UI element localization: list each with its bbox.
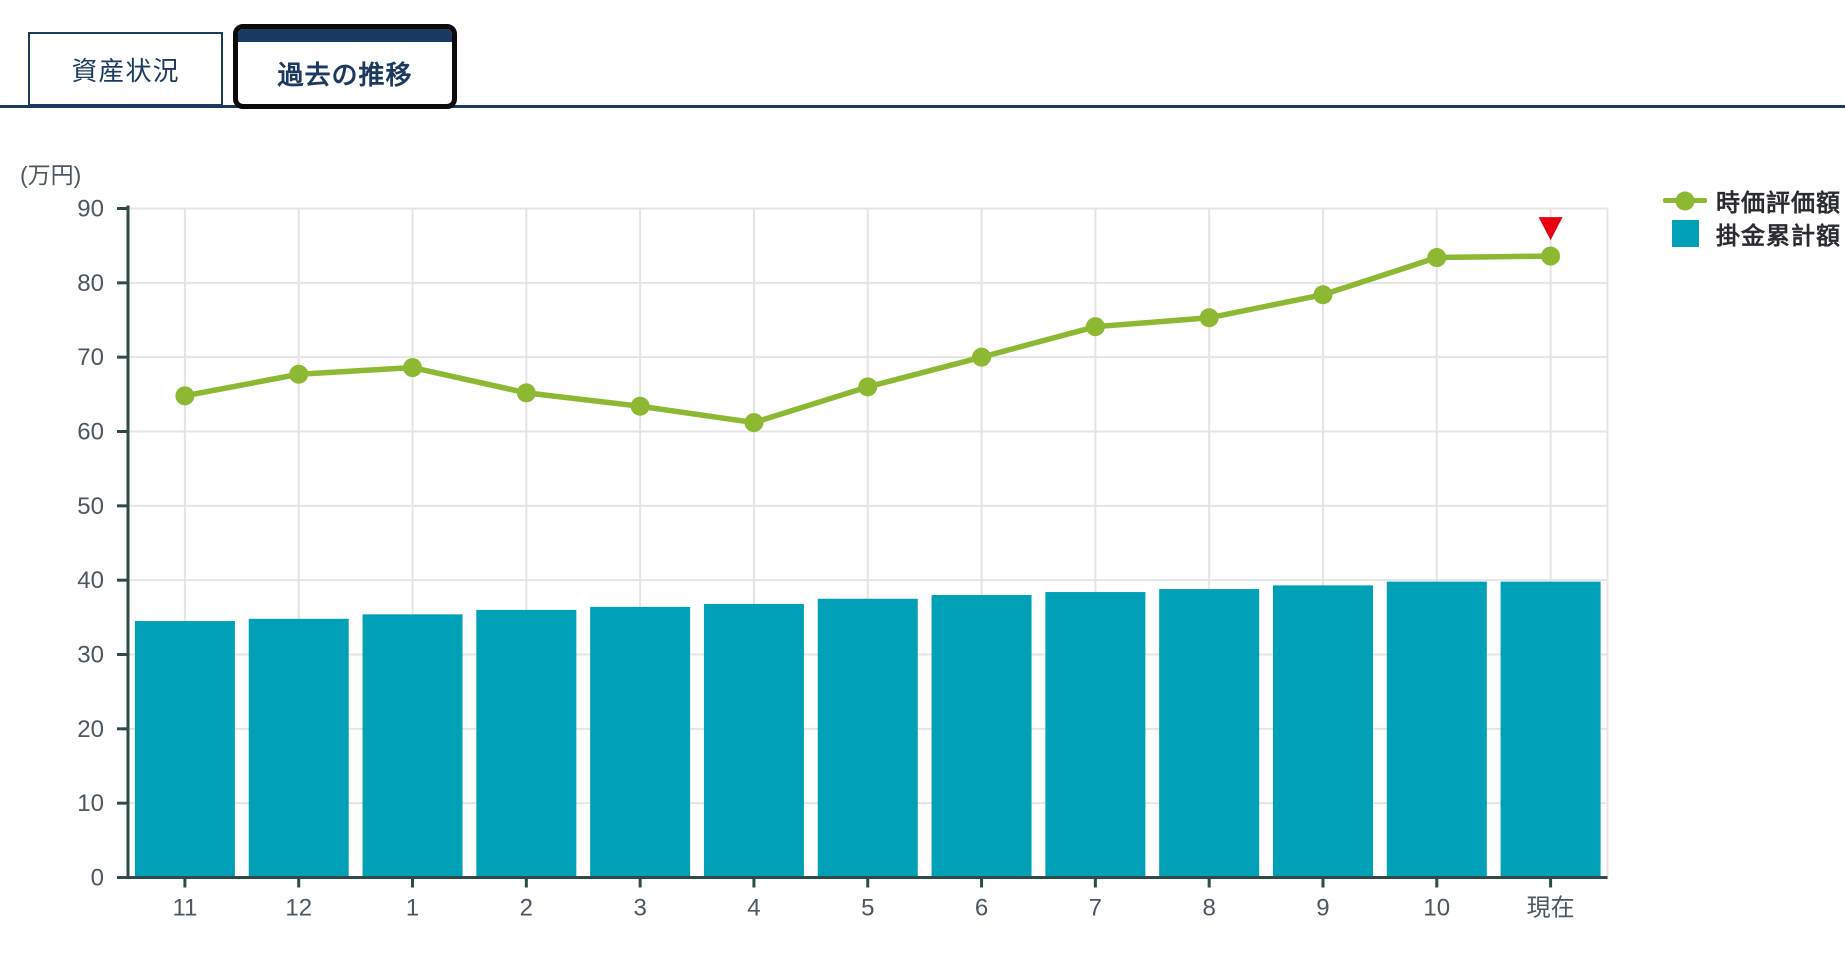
bar-11 [134, 621, 235, 878]
line-point-2 [516, 383, 536, 403]
x-tick-label: 9 [1316, 895, 1329, 922]
legend-label-contributions: 掛金累計額 [1716, 223, 1841, 250]
bar-5 [817, 598, 918, 878]
y-tick-label: 20 [77, 716, 104, 743]
tab-asset-status[interactable]: 資産状況 [28, 32, 223, 106]
active-tab-top-strip [238, 29, 452, 42]
line-point-6 [972, 347, 992, 367]
x-tick-label: 12 [285, 895, 312, 922]
bar-12 [248, 618, 349, 878]
line-point-9 [1313, 285, 1333, 305]
y-tick-label: 0 [91, 865, 104, 892]
y-tick-label: 70 [77, 344, 104, 371]
line-point-10 [1427, 248, 1447, 268]
bar-現在 [1500, 581, 1601, 878]
y-tick-label: 10 [77, 790, 104, 817]
bar-7 [1045, 592, 1146, 878]
x-tick-label: 11 [172, 895, 197, 922]
y-tick-label: 30 [77, 642, 104, 669]
line-point-現在 [1541, 246, 1561, 266]
x-tick-label: 現在 [1527, 895, 1575, 922]
line-point-4 [744, 413, 764, 433]
bar-series-legend-icon [1672, 220, 1699, 247]
legend-item-market-value: 時価評価額 [1663, 186, 1841, 217]
y-tick-label: 80 [77, 270, 104, 297]
legend-item-contributions: 掛金累計額 [1663, 219, 1841, 250]
line-point-7 [1085, 317, 1105, 337]
bar-2 [476, 609, 577, 878]
legend-label-market-value: 時価評価額 [1716, 190, 1841, 217]
line-point-1 [403, 358, 423, 378]
bar-6 [931, 595, 1032, 878]
bar-8 [1159, 589, 1260, 878]
bar-10 [1386, 581, 1487, 878]
tab-history-label: 過去の推移 [277, 59, 413, 90]
chart-legend: 時価評価額 掛金累計額 [1663, 186, 1841, 250]
line-point-11 [175, 386, 195, 406]
y-tick-label: 40 [77, 567, 104, 594]
line-point-12 [289, 364, 309, 384]
tab-asset-status-label: 資産状況 [71, 55, 180, 86]
bar-1 [362, 614, 463, 878]
line-point-5 [858, 377, 878, 397]
x-tick-label: 6 [975, 895, 988, 922]
y-tick-label: 50 [77, 493, 104, 520]
tabs-underline [0, 105, 1845, 108]
y-tick-label: 60 [77, 419, 104, 446]
line-series-dot-icon [1675, 191, 1695, 210]
x-tick-label: 8 [1202, 895, 1215, 922]
x-tick-label: 10 [1423, 895, 1450, 922]
bar-3 [590, 606, 691, 878]
bar-4 [703, 603, 804, 878]
line-series-legend-icon [1663, 191, 1707, 210]
bar-9 [1272, 585, 1373, 878]
tab-history[interactable]: 過去の推移 [233, 24, 457, 109]
x-tick-label: 2 [520, 895, 533, 922]
x-tick-label: 1 [406, 895, 419, 922]
x-tick-label: 4 [747, 895, 760, 922]
line-point-3 [630, 396, 650, 416]
y-axis-unit-label: (万円) [20, 162, 82, 188]
y-tick-label: 90 [77, 196, 104, 223]
x-tick-label: 5 [861, 895, 874, 922]
line-point-8 [1199, 308, 1219, 328]
current-point-marker-icon [1538, 217, 1563, 241]
x-tick-label: 3 [633, 895, 646, 922]
x-tick-label: 7 [1089, 895, 1102, 922]
